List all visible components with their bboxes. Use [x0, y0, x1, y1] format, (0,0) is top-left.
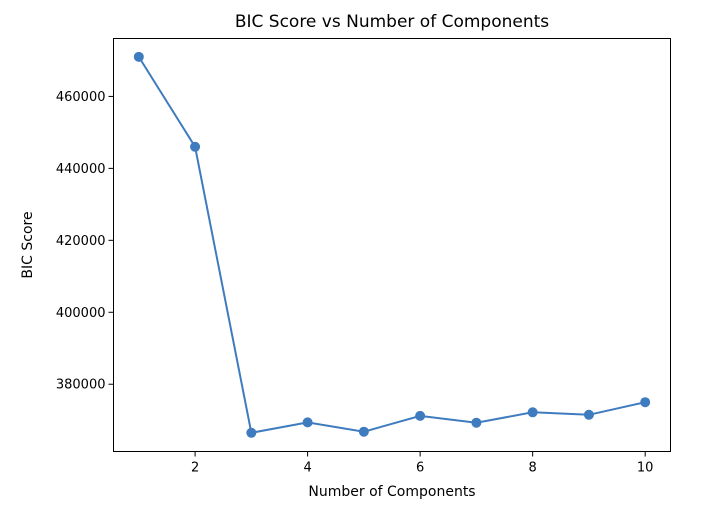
data-point — [358, 426, 369, 437]
data-point — [302, 417, 313, 428]
chart-title: BIC Score vs Number of Components — [235, 12, 549, 32]
data-point — [415, 410, 426, 421]
y-tick-label: 400000 — [56, 306, 106, 321]
series-line — [137, 56, 646, 434]
data-point — [583, 409, 594, 420]
y-tick-label: 460000 — [56, 90, 106, 105]
data-point — [471, 417, 482, 428]
data-point — [190, 141, 201, 152]
data-point — [133, 51, 144, 62]
x-axis: 2 4 6 8 10 — [191, 451, 654, 476]
data-point — [246, 427, 257, 438]
y-tick-label: 380000 — [56, 378, 106, 393]
y-tick-label: 420000 — [56, 234, 106, 249]
x-axis-label: Number of Components — [308, 484, 475, 500]
y-tick-label: 440000 — [56, 162, 106, 177]
y-axis-label: BIC Score — [20, 211, 36, 278]
x-tick-label: 6 — [416, 461, 424, 476]
plot-frame — [113, 38, 671, 452]
x-tick-label: 2 — [191, 461, 199, 476]
series-layer — [133, 51, 651, 438]
data-point — [527, 407, 538, 418]
x-tick-label: 4 — [303, 461, 311, 476]
data-point — [640, 397, 651, 408]
x-tick-label: 8 — [529, 461, 537, 476]
y-axis: 380000 400000 420000 440000 460000 — [56, 90, 114, 393]
x-tick-label: 10 — [637, 461, 654, 476]
